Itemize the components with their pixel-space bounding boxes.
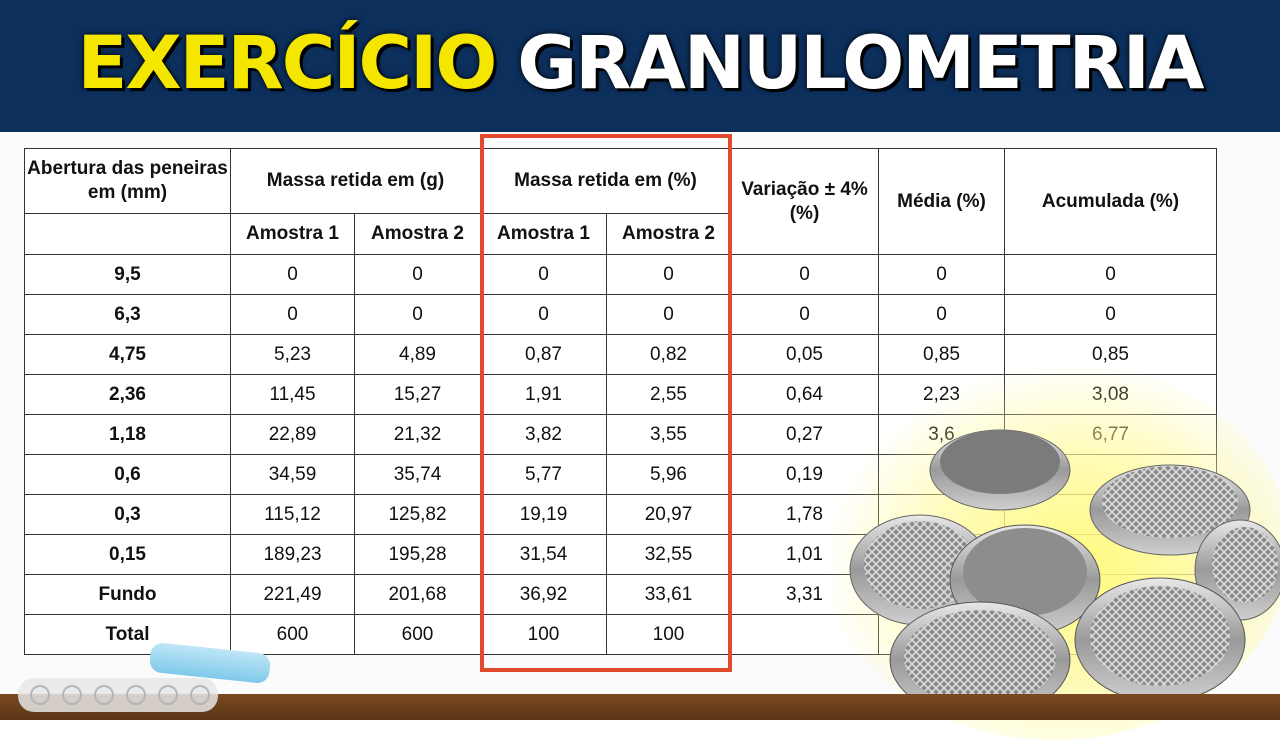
cell-massa-g-amostra-1: 0 <box>230 294 355 335</box>
cell-massa-pct-amostra-2: 0,82 <box>606 334 731 375</box>
cell-massa-pct-amostra-1: 19,19 <box>480 494 607 535</box>
title-word-exercicio: EXERCÍCIO <box>77 21 498 106</box>
cell-abertura: Fundo <box>24 574 231 615</box>
cell-massa-g-amostra-1: 5,23 <box>230 334 355 375</box>
cell-media: 0 <box>878 294 1005 335</box>
cell-massa-pct-amostra-2: 20,97 <box>606 494 731 535</box>
cell-variacao: 0,27 <box>730 414 879 455</box>
header-blank <box>24 213 231 255</box>
cell-acumulada: 0 <box>1004 254 1217 295</box>
cell-media: 0 <box>878 254 1005 295</box>
header-g-amostra-1: Amostra 1 <box>230 213 355 255</box>
next-slide-icon[interactable] <box>62 685 82 705</box>
cell-massa-g-amostra-2: 125,82 <box>354 494 481 535</box>
cell-abertura: 0,15 <box>24 534 231 575</box>
cell-massa-g-amostra-1: 189,23 <box>230 534 355 575</box>
cell-massa-pct-amostra-1: 0 <box>480 294 607 335</box>
slides-icon[interactable] <box>126 685 146 705</box>
cell-massa-pct-amostra-1: 3,82 <box>480 414 607 455</box>
cell-massa-pct-amostra-2: 0 <box>606 294 731 335</box>
cell-acumulada: 0 <box>1004 294 1217 335</box>
cell-abertura: 9,5 <box>24 254 231 295</box>
cell-massa-g-amostra-2: 600 <box>354 614 481 655</box>
cell-massa-pct-amostra-1: 31,54 <box>480 534 607 575</box>
cell-abertura: 2,36 <box>24 374 231 415</box>
table-row: 9,5 0 0 0 0 0 0 0 <box>24 254 1217 295</box>
table-row: Total 600 600 100 100 <box>24 614 1217 655</box>
cell-massa-g-amostra-2: 35,74 <box>354 454 481 495</box>
cell-massa-g-amostra-2: 21,32 <box>354 414 481 455</box>
cell-massa-g-amostra-2: 0 <box>354 294 481 335</box>
cell-massa-g-amostra-1: 221,49 <box>230 574 355 615</box>
cell-massa-g-amostra-1: 115,12 <box>230 494 355 535</box>
cell-massa-g-amostra-1: 11,45 <box>230 374 355 415</box>
header-pct-amostra-2: Amostra 2 <box>606 213 731 255</box>
cell-variacao: 0,64 <box>730 374 879 415</box>
cell-massa-pct-amostra-1: 36,92 <box>480 574 607 615</box>
cell-variacao: 0 <box>730 294 879 335</box>
presentation-toolbar[interactable] <box>18 678 218 712</box>
header-acumulada: Acumulada (%) <box>1004 148 1217 255</box>
header-abertura: Abertura das peneiras em (mm) <box>24 148 231 214</box>
cell-massa-pct-amostra-2: 2,55 <box>606 374 731 415</box>
table-row: 6,3 0 0 0 0 0 0 0 <box>24 294 1217 335</box>
page-title: EXERCÍCIO GRANULOMETRIA <box>0 14 1280 114</box>
cell-abertura: 1,18 <box>24 414 231 455</box>
cell-massa-pct-amostra-2: 3,55 <box>606 414 731 455</box>
cell-massa-pct-amostra-2: 32,55 <box>606 534 731 575</box>
header-massa-g: Massa retida em (g) <box>230 148 481 214</box>
header-media: Média (%) <box>878 148 1005 255</box>
cell-massa-pct-amostra-1: 1,91 <box>480 374 607 415</box>
cell-massa-g-amostra-2: 15,27 <box>354 374 481 415</box>
header-variacao: Variação ± 4% (%) <box>730 148 879 255</box>
cell-variacao: 0 <box>730 254 879 295</box>
cell-massa-pct-amostra-1: 0,87 <box>480 334 607 375</box>
cell-massa-g-amostra-1: 600 <box>230 614 355 655</box>
zoom-icon[interactable] <box>158 685 178 705</box>
header-g-amostra-2: Amostra 2 <box>354 213 481 255</box>
cell-abertura: Total <box>24 614 231 655</box>
cell-massa-pct-amostra-2: 100 <box>606 614 731 655</box>
title-word-granulometria: GRANULOMETRIA <box>517 21 1204 106</box>
cell-massa-pct-amostra-2: 33,61 <box>606 574 731 615</box>
cell-massa-pct-amostra-2: 5,96 <box>606 454 731 495</box>
cell-massa-g-amostra-1: 22,89 <box>230 414 355 455</box>
cell-massa-pct-amostra-1: 100 <box>480 614 607 655</box>
cell-massa-g-amostra-1: 34,59 <box>230 454 355 495</box>
cell-massa-g-amostra-1: 0 <box>230 254 355 295</box>
metal-sieves-icon <box>849 429 1280 719</box>
prev-slide-icon[interactable] <box>30 685 50 705</box>
cell-abertura: 0,3 <box>24 494 231 535</box>
pen-icon[interactable] <box>94 685 114 705</box>
cell-abertura: 0,6 <box>24 454 231 495</box>
cell-massa-g-amostra-2: 201,68 <box>354 574 481 615</box>
cell-massa-pct-amostra-1: 5,77 <box>480 454 607 495</box>
cell-abertura: 4,75 <box>24 334 231 375</box>
header-pct-amostra-1: Amostra 1 <box>480 213 607 255</box>
cell-massa-pct-amostra-1: 0 <box>480 254 607 295</box>
header-massa-pct: Massa retida em (%) <box>480 148 731 214</box>
table-row: 4,75 5,23 4,89 0,87 0,82 0,05 0,85 0,85 <box>24 334 1217 375</box>
cell-variacao: 0,05 <box>730 334 879 375</box>
cell-massa-g-amostra-2: 0 <box>354 254 481 295</box>
cell-massa-g-amostra-2: 4,89 <box>354 334 481 375</box>
more-icon[interactable] <box>190 685 210 705</box>
cell-massa-pct-amostra-2: 0 <box>606 254 731 295</box>
cell-massa-g-amostra-2: 195,28 <box>354 534 481 575</box>
title-banner: EXERCÍCIO GRANULOMETRIA <box>0 0 1280 132</box>
cell-abertura: 6,3 <box>24 294 231 335</box>
